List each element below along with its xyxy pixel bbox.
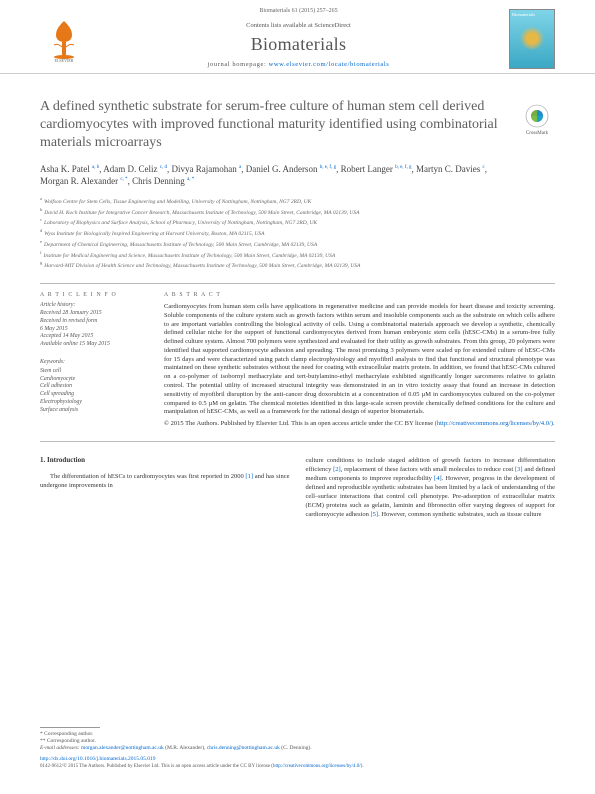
abstract-text: Cardiomyocytes from human stem cells hav…: [164, 303, 555, 429]
body-column-right: culture conditions to include staged add…: [306, 456, 556, 522]
footnotes: * Corresponding author. ** Corresponding…: [40, 727, 555, 770]
affiliation: gHarvard-MIT Division of Health Science …: [40, 260, 555, 270]
main-content: CrossMark A defined synthetic substrate …: [0, 74, 595, 531]
keyword: Surface analysis: [40, 407, 150, 415]
citation-ref[interactable]: [4]: [434, 475, 442, 482]
journal-cover-thumbnail: Biomaterials: [509, 9, 555, 69]
body-paragraph: culture conditions to include staged add…: [306, 456, 556, 520]
keyword: Stem cell: [40, 368, 150, 376]
email-addresses: E-mail addresses: morgan.alexander@notti…: [40, 745, 555, 752]
copyright-line: © 2015 The Authors. Published by Elsevie…: [164, 420, 555, 429]
author: Chris Denning a, *: [132, 176, 194, 186]
license-link[interactable]: (http://creativecommons.org/licenses/by/…: [435, 420, 555, 427]
journal-title: Biomaterials: [98, 33, 499, 56]
citation: Biomaterials 61 (2015) 257–265: [98, 8, 499, 16]
author: Daniel G. Anderson b, e, f, g: [246, 164, 336, 174]
affiliation-list: aWolfson Centre for Stem Cells, Tissue E…: [40, 196, 555, 271]
email-link[interactable]: morgan.alexander@nottingham.ac.uk: [81, 745, 164, 751]
doi-link[interactable]: http://dx.doi.org/10.1016/j.biomaterials…: [40, 756, 156, 762]
affiliation: eDepartment of Chemical Engineering, Mas…: [40, 239, 555, 249]
homepage-link[interactable]: www.elsevier.com/locate/biomaterials: [269, 61, 390, 68]
affiliation: fInstitute for Medical Engineering and S…: [40, 250, 555, 260]
history-line: Received 28 January 2015: [40, 310, 150, 318]
open-access-line: 0142-9612/© 2015 The Authors. Published …: [40, 764, 555, 771]
body-column-left: 1. Introduction The differentiation of h…: [40, 456, 290, 522]
author: Adam D. Celiz c, d: [103, 164, 167, 174]
article-info-column: A R T I C L E I N F O Article history: R…: [40, 292, 150, 429]
journal-header: ELSEVIER Biomaterials 61 (2015) 257–265 …: [0, 0, 595, 74]
abstract-heading: A B S T R A C T: [164, 292, 555, 300]
author: Divya Rajamohan a: [171, 164, 241, 174]
citation-ref[interactable]: [5]: [370, 511, 378, 518]
article-title: A defined synthetic substrate for serum-…: [40, 98, 555, 153]
doi-line: http://dx.doi.org/10.1016/j.biomaterials…: [40, 756, 555, 763]
keywords: Keywords: Stem cellCardiomyocyteCell adh…: [40, 359, 150, 415]
keyword: Cell spreading: [40, 391, 150, 399]
header-center: Biomaterials 61 (2015) 257–265 Contents …: [88, 8, 509, 69]
crossmark-badge[interactable]: CrossMark: [519, 102, 555, 138]
keyword: Cardiomyocyte: [40, 376, 150, 384]
citation-ref[interactable]: [2]: [333, 466, 341, 473]
history-line: Received in revised form: [40, 318, 150, 326]
corresponding-author-note: * Corresponding author.: [40, 731, 555, 738]
section-heading: 1. Introduction: [40, 456, 290, 466]
article-history: Article history: Received 28 January 201…: [40, 302, 150, 349]
affiliation: cLaboratory of Biophysics and Surface An…: [40, 217, 555, 227]
author: Robert Langer b, e, f, g: [341, 164, 412, 174]
author: Asha K. Patel a, b: [40, 164, 99, 174]
history-line: Accepted 14 May 2015: [40, 333, 150, 341]
affiliation: aWolfson Centre for Stem Cells, Tissue E…: [40, 196, 555, 206]
contents-available: Contents lists available at ScienceDirec…: [98, 22, 499, 30]
svg-text:CrossMark: CrossMark: [526, 131, 549, 136]
oa-license-link[interactable]: http://creativecommons.org/licenses/by/4…: [273, 764, 361, 769]
elsevier-tree-icon: ELSEVIER: [42, 15, 86, 63]
svg-text:ELSEVIER: ELSEVIER: [55, 58, 74, 63]
body-paragraph: The differentiation of hESCs to cardiomy…: [40, 472, 290, 490]
author: Martyn C. Davies c: [416, 164, 485, 174]
body-columns: 1. Introduction The differentiation of h…: [40, 456, 555, 522]
affiliation: dWyss Institute for Biologically Inspire…: [40, 228, 555, 238]
history-line: Available online 15 May 2015: [40, 341, 150, 349]
elsevier-logo: ELSEVIER: [40, 13, 88, 65]
abstract-column: A B S T R A C T Cardiomyocytes from huma…: [164, 292, 555, 429]
author-list: Asha K. Patel a, b, Adam D. Celiz c, d, …: [40, 163, 555, 188]
affiliation: bDavid H. Koch Institute for Integrative…: [40, 207, 555, 217]
keyword: Electrophysiology: [40, 399, 150, 407]
citation-ref[interactable]: [3]: [515, 466, 523, 473]
separator-rule: [40, 441, 555, 442]
email-link[interactable]: chris.denning@nottingham.ac.uk: [207, 745, 280, 751]
author: Morgan R. Alexander c, *: [40, 176, 128, 186]
info-abstract-row: A R T I C L E I N F O Article history: R…: [40, 283, 555, 429]
journal-homepage: journal homepage: www.elsevier.com/locat…: [98, 61, 499, 69]
citation-ref[interactable]: [1]: [245, 473, 253, 480]
article-info-heading: A R T I C L E I N F O: [40, 292, 150, 300]
sciencedirect-link[interactable]: ScienceDirect: [314, 22, 350, 29]
keyword: Cell adhesion: [40, 383, 150, 391]
